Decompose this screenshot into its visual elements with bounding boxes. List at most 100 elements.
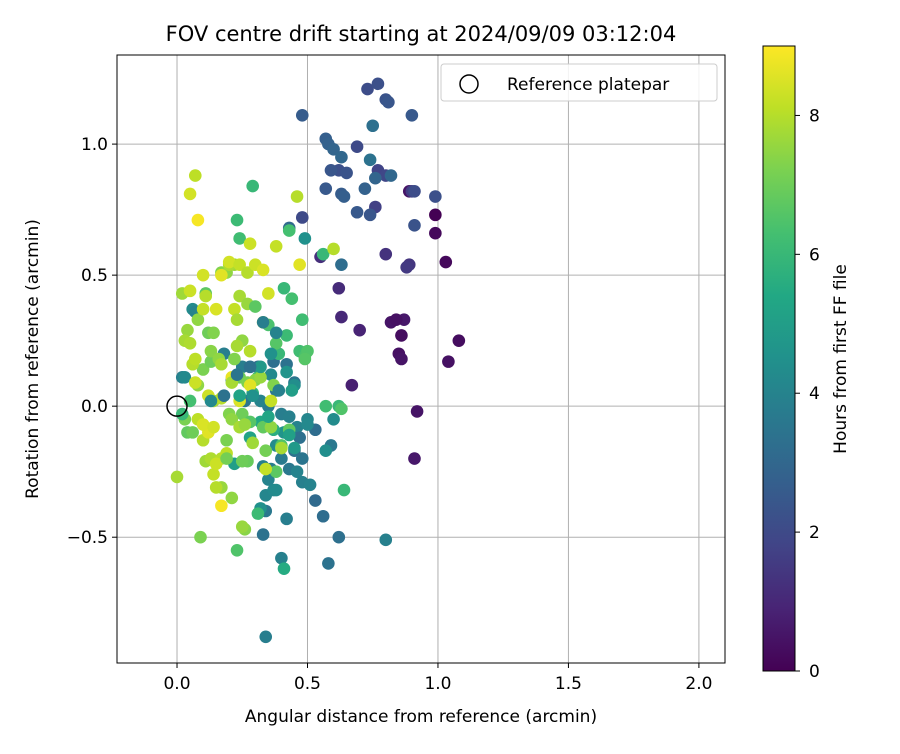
data-point: [322, 557, 335, 570]
data-point: [293, 431, 306, 444]
data-point: [269, 326, 283, 340]
data-point: [400, 260, 413, 274]
data-point: [366, 119, 380, 133]
data-point: [442, 355, 455, 368]
data-point: [183, 336, 197, 350]
data-point: [316, 247, 330, 261]
data-point: [220, 452, 233, 465]
data-point: [233, 389, 246, 402]
data-point: [282, 224, 296, 237]
colorbar-tick-label: 6: [809, 245, 820, 265]
data-point: [199, 289, 213, 303]
data-point: [243, 378, 257, 392]
data-point: [235, 454, 249, 468]
data-point: [382, 95, 395, 109]
data-point: [452, 334, 466, 347]
data-point: [254, 360, 267, 374]
data-point: [188, 352, 202, 366]
data-point: [275, 452, 288, 465]
data-point: [340, 166, 353, 180]
data-point: [384, 169, 398, 182]
data-point: [196, 418, 210, 431]
data-point: [246, 436, 259, 450]
data-point: [222, 255, 236, 269]
data-point: [191, 313, 205, 326]
data-point: [282, 410, 296, 423]
data-point: [249, 300, 262, 313]
data-point: [371, 77, 385, 91]
data-point: [429, 226, 442, 240]
data-point: [332, 530, 346, 544]
colorbar: 0 2 4 6 8 Hours from first FF file: [762, 45, 851, 682]
data-point: [220, 433, 233, 447]
y-tick-label: 0.5: [81, 266, 108, 286]
data-point: [280, 329, 293, 342]
y-tick-label: 0.0: [81, 397, 108, 417]
data-point: [264, 420, 278, 434]
data-point: [264, 368, 278, 382]
data-point: [269, 465, 283, 478]
data-point: [288, 441, 301, 455]
data-point: [215, 357, 228, 371]
data-point: [275, 441, 288, 455]
x-tick-label: 2.0: [685, 674, 712, 694]
data-point: [363, 208, 377, 222]
data-point: [285, 292, 299, 306]
x-tick-label: 0.0: [163, 674, 190, 694]
data-point: [207, 420, 220, 434]
data-point: [410, 405, 424, 418]
data-point: [225, 412, 239, 426]
data-point: [204, 394, 218, 408]
data-point: [194, 530, 207, 544]
data-point: [295, 211, 309, 224]
data-point: [327, 412, 340, 426]
data-point: [217, 389, 231, 402]
data-point: [361, 82, 374, 96]
x-axis-label: Angular distance from reference (arcmin): [245, 707, 597, 727]
data-point: [408, 184, 421, 198]
x-tick-label: 1.5: [555, 674, 582, 694]
data-point: [233, 258, 246, 271]
data-point: [207, 468, 220, 481]
data-point: [293, 258, 306, 271]
data-point: [389, 313, 403, 326]
colorbar-tick-label: 0: [809, 662, 820, 682]
data-point: [191, 213, 205, 227]
data-point: [196, 302, 210, 316]
data-point: [350, 205, 364, 219]
legend-label: Reference platepar: [507, 75, 669, 95]
plot-frame: [116, 54, 726, 664]
data-point: [230, 368, 244, 382]
data-point: [188, 376, 202, 389]
data-point: [324, 164, 338, 177]
data-point: [345, 378, 359, 392]
data-point: [262, 473, 275, 486]
data-point: [301, 418, 314, 431]
data-point: [264, 394, 278, 408]
colorbar-label: Hours from first FF file: [831, 264, 851, 454]
y-axis-label: Rotation from reference (arcmin): [23, 219, 43, 499]
data-point: [230, 213, 244, 227]
data-point: [243, 360, 257, 374]
data-point: [262, 287, 275, 300]
data-point: [215, 499, 228, 513]
data-point: [233, 232, 246, 245]
data-point: [353, 323, 366, 337]
data-point: [170, 470, 184, 484]
data-point: [277, 281, 291, 295]
data-point: [429, 190, 442, 203]
data-point: [379, 247, 393, 261]
legend-marker-icon: [459, 74, 479, 94]
data-point: [196, 363, 210, 376]
data-point: [327, 242, 340, 256]
data-point: [243, 344, 257, 358]
data-point: [256, 528, 270, 541]
data-point: [254, 371, 267, 384]
data-point: [262, 410, 275, 423]
data-point: [395, 329, 408, 342]
data-point: [332, 281, 346, 295]
data-point: [256, 263, 270, 277]
